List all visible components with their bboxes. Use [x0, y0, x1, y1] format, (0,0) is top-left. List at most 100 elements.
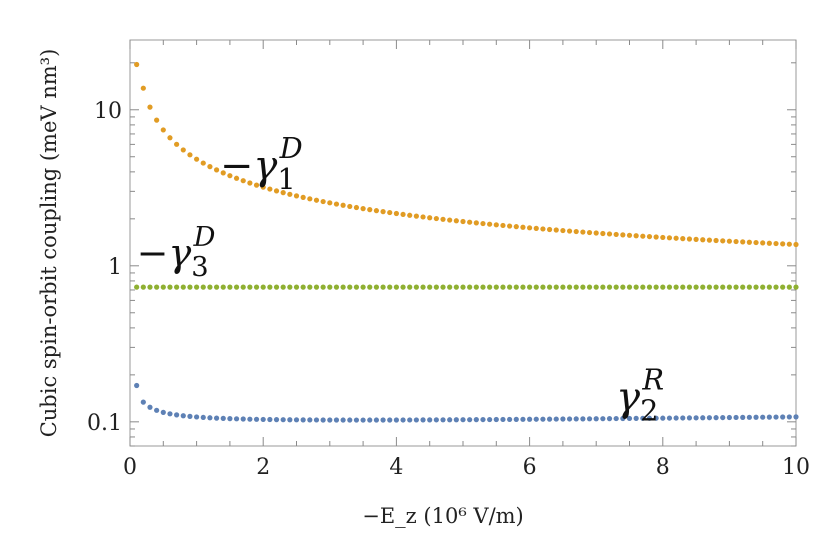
data-point [300, 417, 306, 423]
data-point [227, 416, 233, 422]
y-tick-label: 1 [108, 255, 122, 280]
data-point [786, 414, 792, 420]
data-point [233, 416, 240, 422]
data-point [553, 227, 559, 233]
data-point [560, 227, 566, 234]
data-point [353, 204, 360, 211]
data-point [726, 414, 733, 421]
data-point [253, 416, 260, 422]
data-point [353, 284, 360, 290]
data-point [613, 284, 619, 290]
data-point [666, 415, 673, 421]
data-point [480, 284, 486, 290]
data-point [154, 407, 160, 413]
data-point [766, 284, 772, 290]
data-point [693, 415, 699, 421]
data-point [793, 284, 799, 290]
data-point [440, 284, 446, 290]
data-point [393, 284, 399, 290]
data-point [413, 284, 419, 290]
x-tick-label: 4 [389, 455, 403, 480]
data-point [720, 238, 726, 244]
data-point [194, 156, 200, 162]
data-point [273, 188, 280, 194]
data-point [240, 178, 246, 184]
data-point [433, 417, 439, 423]
data-point [686, 236, 693, 242]
data-point [174, 284, 180, 290]
data-point [360, 206, 366, 212]
data-point [447, 284, 453, 290]
data-point [427, 284, 433, 290]
series-label-1: −γ1D [220, 131, 303, 196]
data-point [220, 415, 226, 421]
series-labels: −γ1D−γ3D γ2R [137, 131, 664, 428]
data-point [327, 417, 333, 423]
data-point [267, 416, 273, 423]
data-point [653, 284, 659, 290]
data-point [753, 239, 759, 246]
data-point [280, 190, 286, 196]
data-point [580, 229, 586, 235]
data-point [180, 284, 186, 290]
data-point [420, 284, 426, 290]
data-point [766, 414, 772, 420]
data-point [553, 416, 559, 422]
data-point [586, 284, 593, 290]
data-point [373, 284, 380, 290]
data-point [653, 234, 659, 240]
data-point [347, 284, 353, 290]
data-point [140, 85, 146, 91]
data-point [680, 415, 686, 421]
data-point [626, 415, 633, 422]
x-tick-label: 6 [523, 455, 537, 480]
data-point [207, 284, 213, 290]
data-point [493, 416, 499, 423]
data-point [220, 170, 226, 176]
data-point [174, 412, 180, 418]
data-point [473, 417, 479, 423]
data-point [194, 414, 200, 420]
data-point [300, 284, 306, 290]
data-point [760, 284, 766, 290]
data-point [427, 215, 433, 221]
data-point [367, 417, 373, 423]
data-point [706, 415, 713, 421]
data-point [213, 415, 220, 421]
data-point [586, 416, 593, 422]
data-point [527, 284, 533, 290]
data-point [733, 414, 739, 421]
data-point [373, 208, 380, 214]
data-point [287, 191, 293, 197]
data-point [546, 416, 553, 422]
data-point [380, 284, 386, 290]
data-point [713, 415, 719, 421]
data-point [487, 221, 493, 227]
data-point [626, 284, 633, 290]
data-point [487, 284, 493, 290]
data-point [620, 415, 626, 422]
data-point [134, 382, 140, 389]
data-point [227, 284, 233, 290]
data-point [140, 399, 146, 405]
data-point [640, 284, 646, 290]
data-point [160, 127, 166, 133]
data-point [440, 216, 446, 222]
data-point [560, 416, 566, 422]
y-tick-label: 0.1 [87, 411, 122, 436]
data-point [793, 241, 799, 248]
series-2 [134, 284, 799, 290]
data-point [447, 217, 453, 223]
data-point [340, 202, 346, 208]
data-point [533, 416, 539, 422]
data-point [460, 284, 466, 290]
data-point [713, 237, 719, 244]
data-point [440, 417, 446, 423]
data-point [360, 417, 366, 423]
data-point [786, 241, 792, 247]
data-point [666, 235, 673, 241]
data-point [487, 416, 493, 423]
data-point [740, 239, 746, 245]
data-point [713, 284, 719, 290]
data-point [327, 284, 333, 290]
